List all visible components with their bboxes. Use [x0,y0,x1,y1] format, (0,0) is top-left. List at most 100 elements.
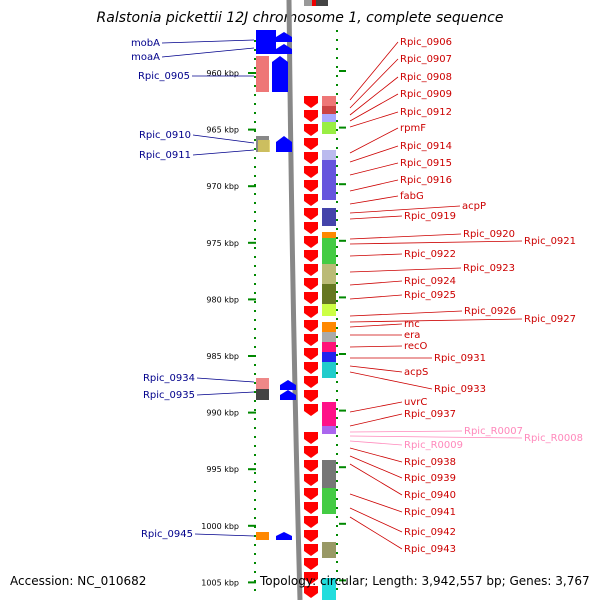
ruler-dot [254,292,256,294]
plus-gene-arrow [304,390,318,402]
right-gene-label: Rpic_0912 [400,107,452,118]
ruler-tick-label: 990 kbp [206,409,239,418]
ruler-tick-mark [339,70,346,72]
ruler-tick-mark [339,522,346,525]
ruler-dot [254,193,256,195]
ruler-dot [254,58,256,60]
plus-gene-track-block [322,114,336,122]
right-gene-label: rnc [404,319,420,330]
plus-gene-arrow [304,348,318,360]
minus-gene-arrow [276,44,292,54]
plus-gene-track-block [322,304,336,316]
minus-gene-track-block [256,56,269,92]
ruler-dot [336,291,338,293]
ruler-dot [254,535,256,537]
ruler-dot [254,445,256,447]
right-gene-label: Rpic_R0008 [524,433,583,444]
plus-gene-track-block [322,238,336,264]
ruler-dot [336,120,338,122]
ruler-dot [254,508,256,510]
ruler-dot [336,201,338,203]
right-label-leader [349,493,403,513]
ruler-dot [336,498,338,500]
ruler-tick-label: 1005 kbp [201,578,239,587]
plus-gene-arrow [304,558,318,570]
plus-gene-arrow [304,208,318,220]
plus-gene-arrow [304,530,318,542]
plus-gene-arrow [304,124,318,136]
ruler-dot [254,202,256,204]
ruler-dot [254,175,256,177]
ruler-dot [336,309,338,311]
left-gene-label: Rpic_0935 [143,390,195,401]
ruler-dot [336,363,338,365]
ruler-dot [336,237,338,239]
ruler-dot [254,418,256,420]
ruler-dot [254,85,256,87]
ruler-tick-mark [339,296,346,299]
minus-gene-arrow [276,32,292,42]
right-label-leader [349,205,461,214]
ruler-dot [254,283,256,285]
right-gene-label: Rpic_0942 [404,527,456,538]
right-label-leader [349,294,403,300]
ruler-dot [336,381,338,383]
right-label-leader [349,93,399,122]
minus-gene-arrow [272,56,288,92]
plus-gene-arrow [304,292,318,304]
minus-gene-arrow [276,532,292,540]
right-gene-label: Rpic_0931 [434,353,486,364]
ruler-tick-mark [248,185,256,188]
plus-gene-track-block [322,402,336,426]
ruler-dot [336,273,338,275]
ruler-dot [254,166,256,168]
plus-gene-track-block [322,542,336,558]
right-label-leader [349,179,399,192]
plus-gene-arrow [304,474,318,486]
ruler-dot [336,264,338,266]
ruler-dot [254,589,256,591]
ruler-tick-mark [248,468,256,471]
right-gene-label: Rpic_0933 [434,384,486,395]
ruler-dot [254,49,256,51]
minus-gene-arrow [280,390,296,400]
plus-gene-track-block [322,150,336,160]
plus-gene-arrow [304,96,318,108]
ruler-dot [254,526,256,528]
ruler-dot [254,427,256,429]
ruler-dot [254,490,256,492]
left-label-leader [196,391,255,396]
right-label-leader [349,447,403,463]
ruler-dot [254,112,256,114]
plus-gene-track-block [322,332,336,342]
ruler-tick-label: 970 kbp [206,182,239,191]
ruler-tick-label: 980 kbp [206,295,239,304]
plus-gene-track-block [322,322,336,332]
left-label-leader [194,533,255,537]
right-label-leader [349,318,523,323]
ruler-tick-mark [248,298,256,301]
right-label-leader [349,516,403,550]
minus-gene-body [258,140,270,152]
right-label-leader [349,215,403,220]
right-label-leader [349,41,399,101]
right-gene-label: Rpic_0915 [400,158,452,169]
right-gene-label: Rpic_0907 [400,54,452,65]
right-gene-label: fabG [400,191,424,202]
right-gene-label: Rpic_0920 [463,229,515,240]
ruler-dot [336,300,338,302]
ruler-dot [336,84,338,86]
plus-gene-track-block [322,232,336,238]
accession-text: Accession: NC_010682 [10,574,147,588]
ruler-dot [254,409,256,411]
left-label-leader [161,47,255,58]
ruler-dot [336,255,338,257]
left-label-leader [192,149,255,156]
ruler-dot [254,130,256,132]
right-label-leader [349,310,463,317]
ruler-tick-mark [248,355,256,357]
ruler-dot [254,553,256,555]
ruler-dot [254,337,256,339]
right-gene-label: Rpic_0909 [400,89,452,100]
ruler-dot [254,382,256,384]
